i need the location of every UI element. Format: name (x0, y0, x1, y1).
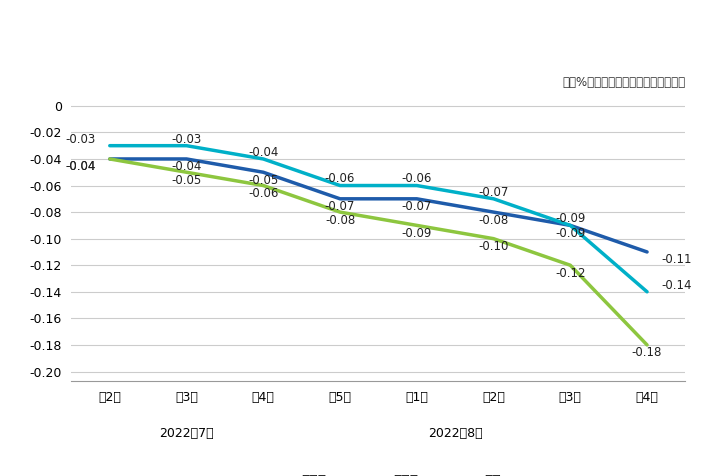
Text: -0.05: -0.05 (171, 174, 201, 187)
Text: -0.03: -0.03 (66, 132, 96, 146)
Text: -0.04: -0.04 (66, 160, 96, 173)
Text: -0.14: -0.14 (661, 278, 691, 292)
Text: -0.04: -0.04 (248, 146, 278, 159)
Text: -0.03: -0.03 (171, 132, 201, 146)
Text: -0.07: -0.07 (325, 200, 356, 213)
Text: -0.07: -0.07 (478, 186, 509, 198)
Text: -0.06: -0.06 (401, 172, 432, 185)
Text: -0.12: -0.12 (555, 267, 585, 280)
Text: -0.05: -0.05 (248, 174, 278, 187)
Text: -0.04: -0.04 (171, 160, 202, 173)
Text: -0.07: -0.07 (401, 200, 432, 213)
Text: -0.11: -0.11 (661, 253, 691, 267)
Text: -0.09: -0.09 (555, 227, 585, 240)
Text: -0.09: -0.09 (555, 212, 585, 225)
Text: -0.06: -0.06 (325, 172, 356, 185)
Text: -0.10: -0.10 (478, 240, 509, 253)
Text: 単位%、前週比、出所：韓国不動産院: 単位%、前週比、出所：韓国不動産院 (563, 76, 685, 89)
Legend: ソウル, 首都圏, 全国: ソウル, 首都圏, 全国 (250, 469, 507, 476)
Text: -0.08: -0.08 (325, 214, 355, 227)
Text: -0.04: -0.04 (66, 160, 96, 173)
Text: -0.18: -0.18 (632, 347, 663, 359)
Text: -0.08: -0.08 (478, 214, 508, 227)
Text: -0.06: -0.06 (248, 187, 278, 200)
Text: 韓国のマンション取引価格の週間変動率: 韓国のマンション取引価格の週間変動率 (214, 24, 500, 50)
Text: -0.09: -0.09 (401, 227, 432, 240)
